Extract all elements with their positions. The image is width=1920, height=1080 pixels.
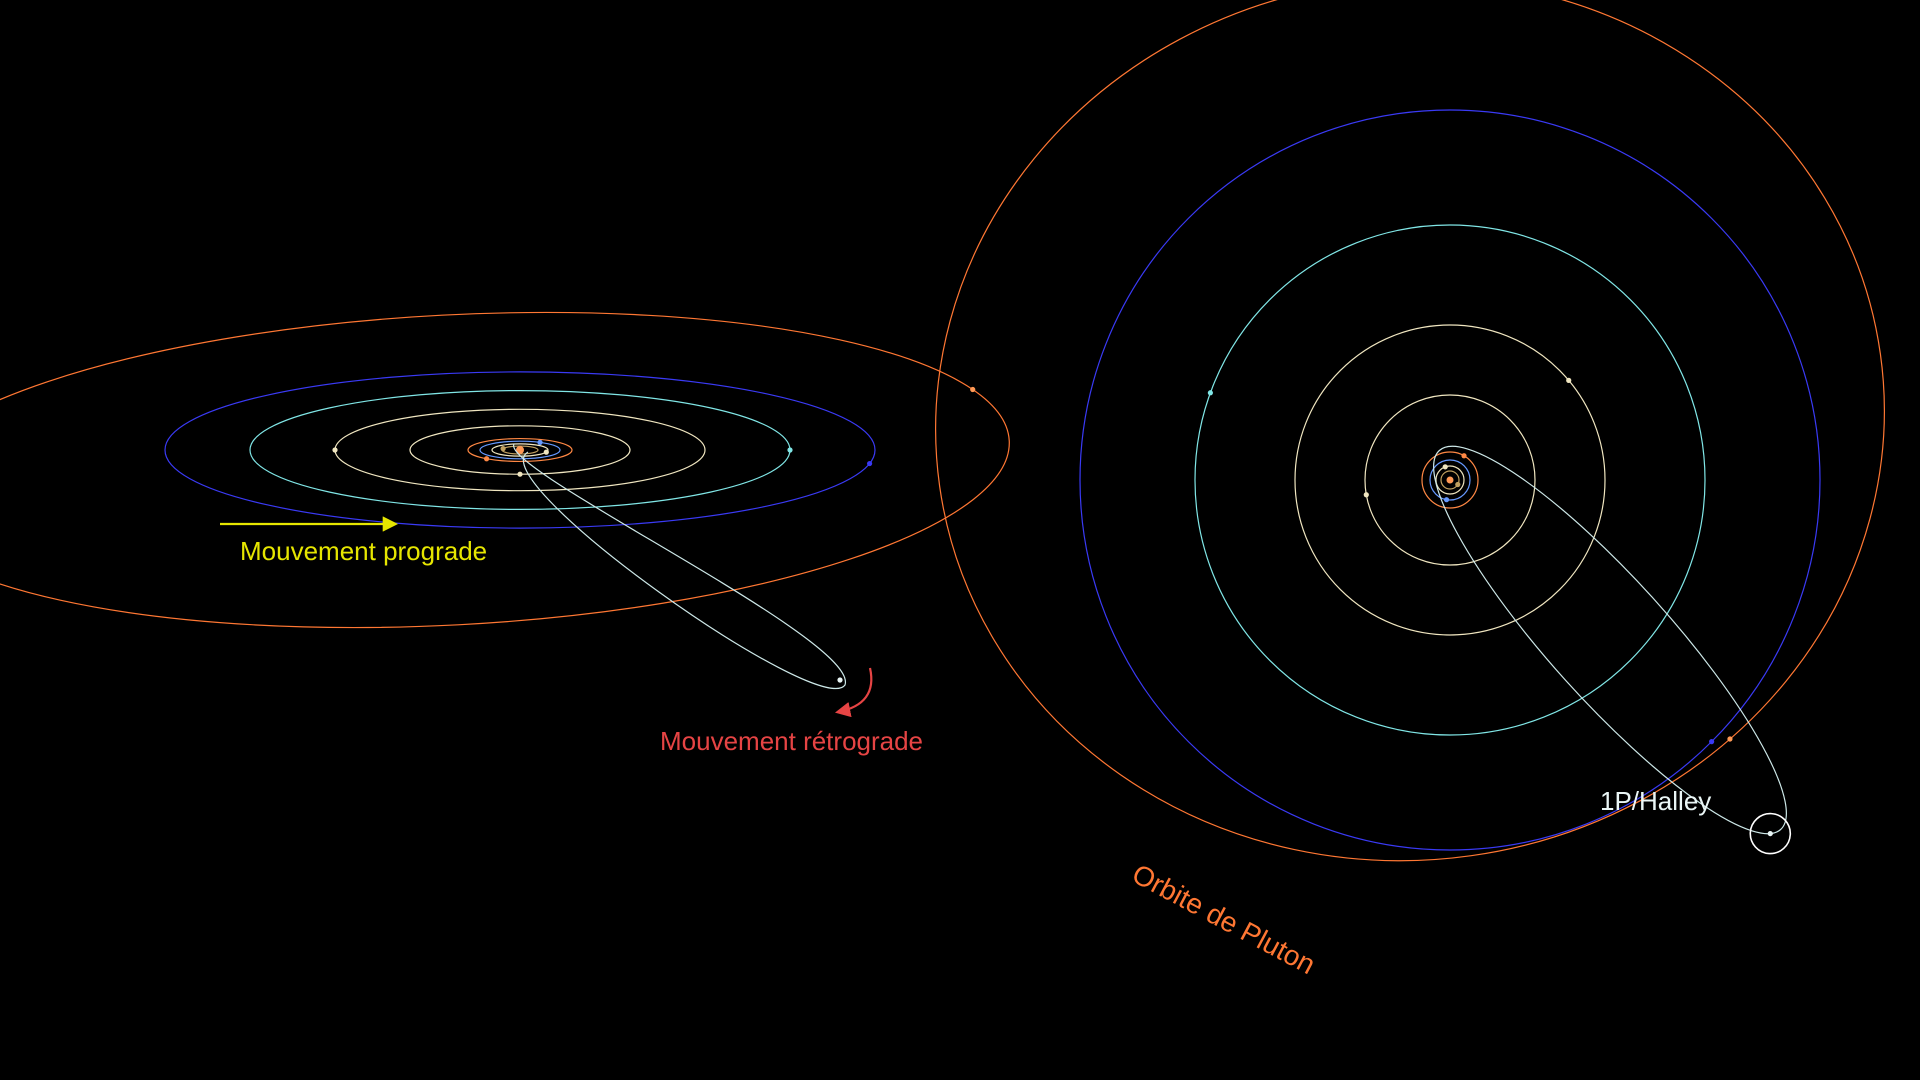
planet-dot-oblique-6 [787, 447, 792, 452]
pluto-orbit-oblique [0, 286, 1017, 654]
planet-dot-top-3 [1461, 453, 1466, 458]
orbit-diagram: Mouvement prograde Mouvement rétrograde O… [0, 0, 1920, 1080]
planet-dot-oblique-3 [484, 456, 489, 461]
halley-comet-dot [1767, 830, 1774, 837]
halley-orbit-oblique [514, 444, 846, 688]
planet-dot-top-1 [1443, 464, 1448, 469]
planet-dot-top-0 [1455, 482, 1460, 487]
sun-top [1447, 477, 1454, 484]
oblique-view: Mouvement prograde Mouvement rétrograde [0, 286, 1017, 756]
top-down-view: Orbite de Pluton 1P/Halley [878, 0, 1920, 980]
planet-dot-top-6 [1208, 390, 1213, 395]
planet-dot-oblique-0 [500, 446, 505, 451]
planet-dot-oblique-1 [544, 450, 549, 455]
pluto-orbit-top [878, 0, 1920, 922]
pluto-orbit-label: Orbite de Pluton [1127, 858, 1320, 980]
halley-comet-dot-oblique [837, 677, 842, 682]
planet-dot-oblique-4 [517, 472, 522, 477]
planet-dot-oblique-5 [332, 447, 337, 452]
halley-label: 1P/Halley [1600, 786, 1711, 816]
planet-dot-top-7 [1709, 739, 1714, 744]
planet-dot-oblique-7 [867, 461, 872, 466]
planet-dot-top-2 [1444, 497, 1449, 502]
prograde-label: Mouvement prograde [240, 536, 487, 566]
planet-dot-oblique-2 [537, 440, 542, 445]
retrograde-label: Mouvement rétrograde [660, 726, 923, 756]
planet-dot-top-5 [1566, 378, 1571, 383]
planet-dot-top-4 [1364, 492, 1369, 497]
